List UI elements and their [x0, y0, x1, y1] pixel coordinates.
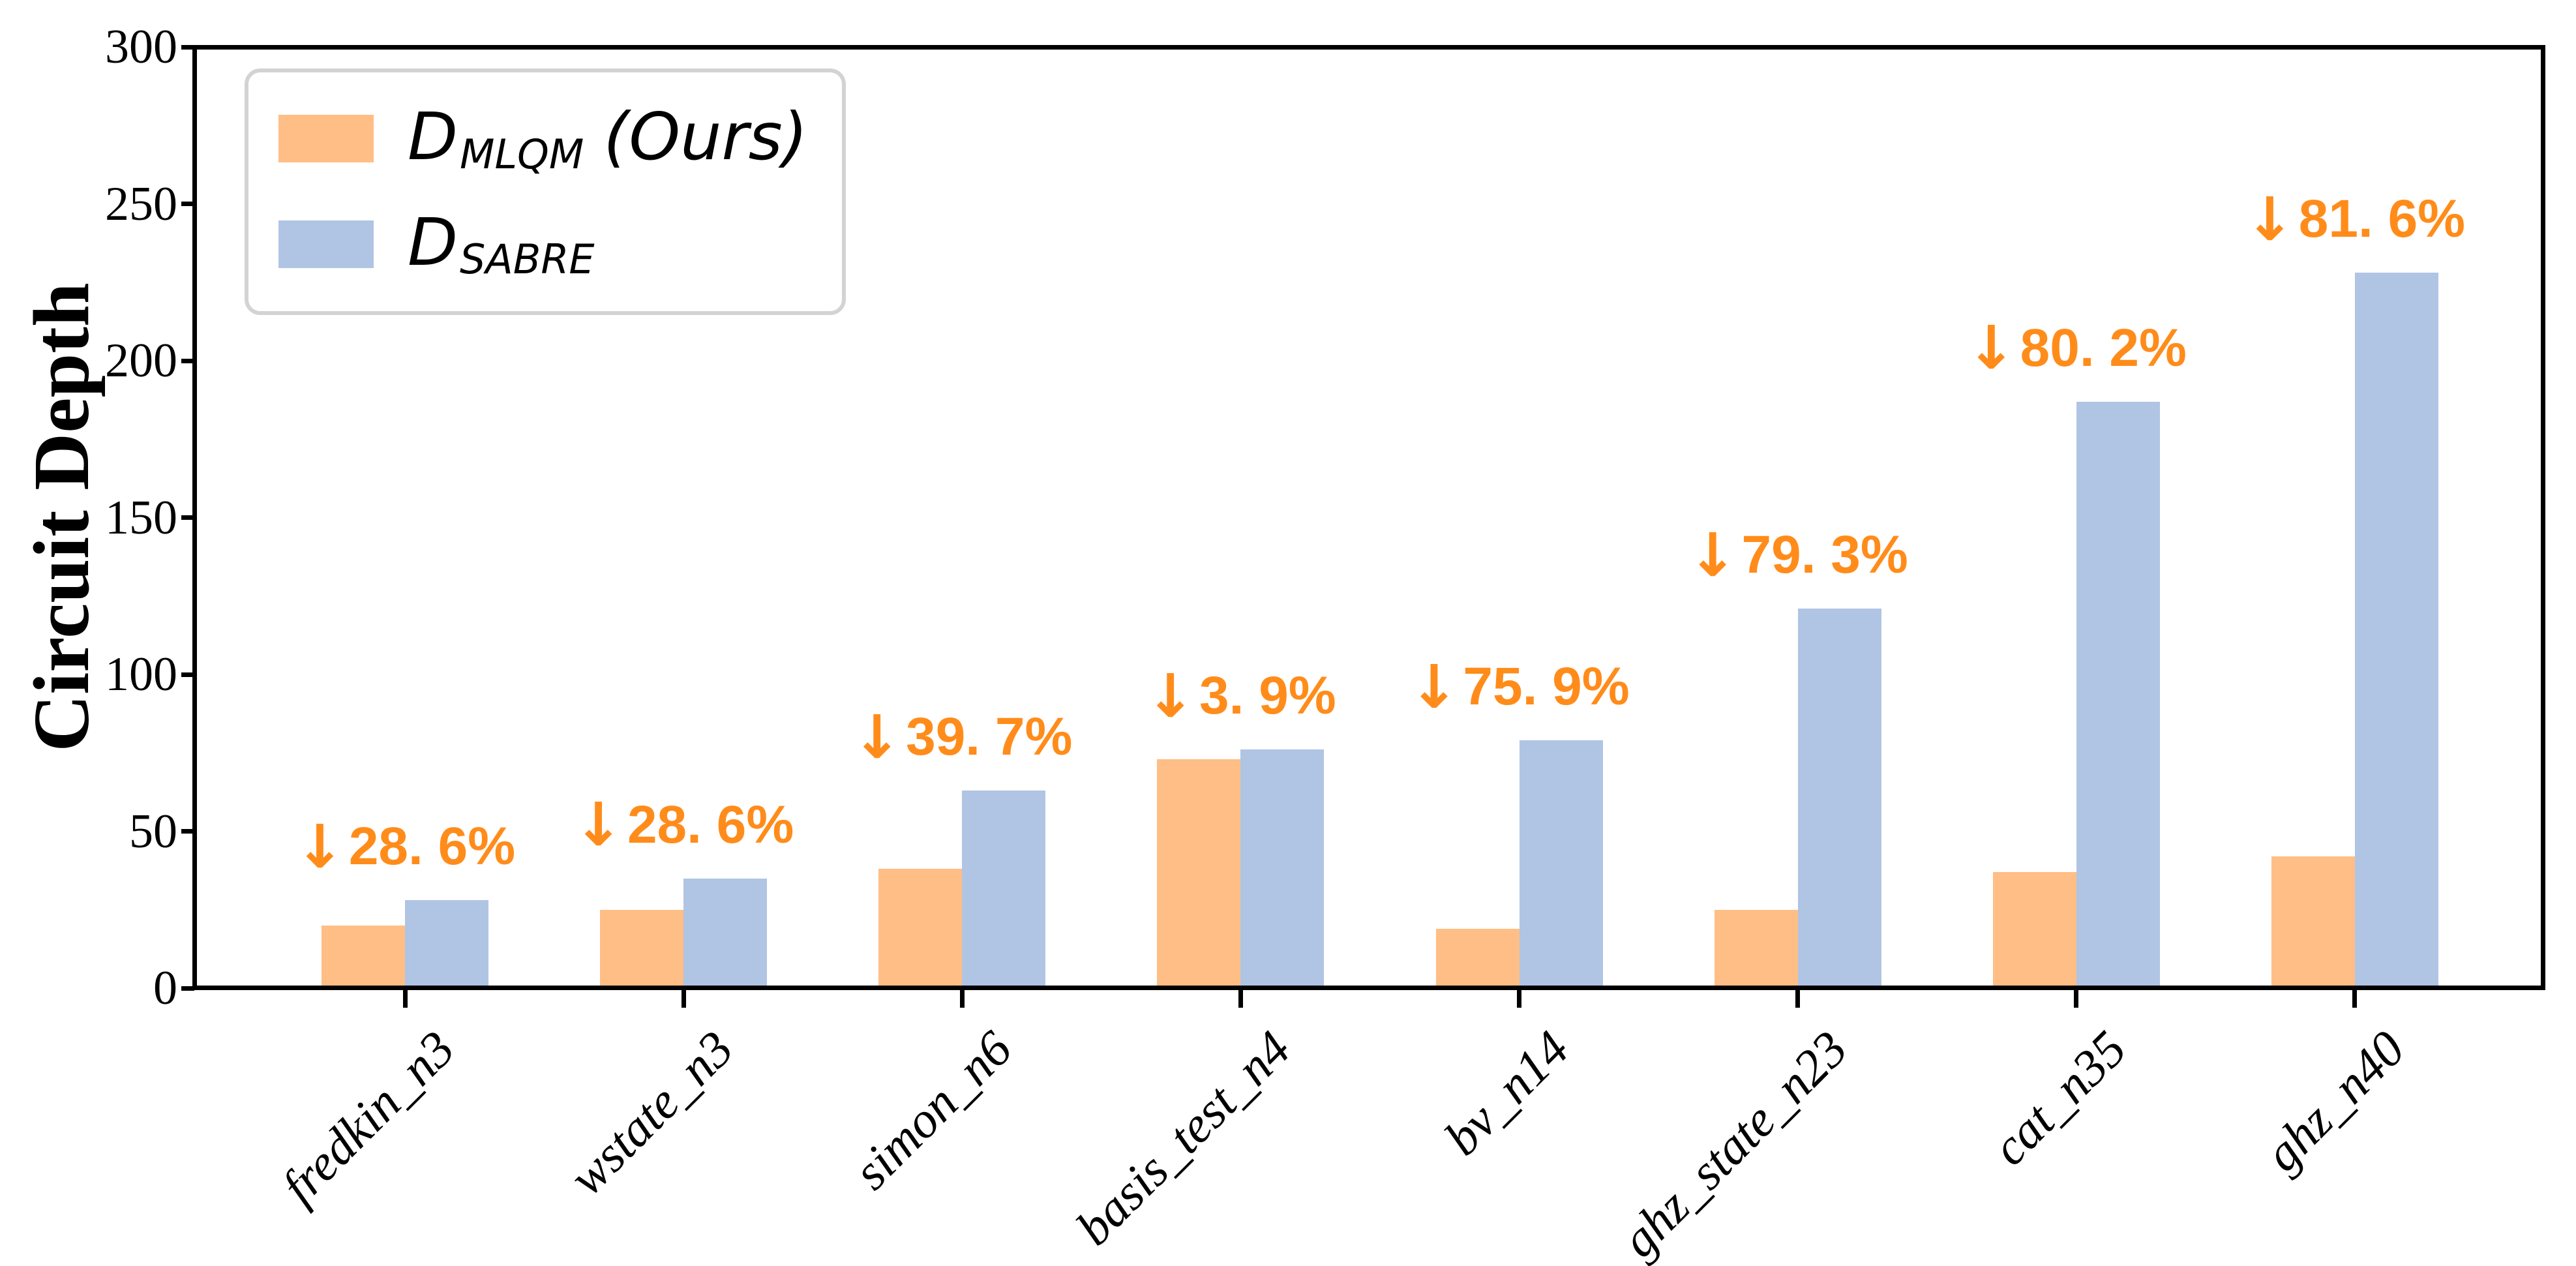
legend-swatch-sabre-icon: [278, 220, 374, 269]
x-tick: [959, 990, 965, 1008]
x-tick: [2074, 990, 2079, 1008]
x-tick: [1795, 990, 1801, 1008]
x-tick-label-ghz_state_n23: ghz_state_n23: [1610, 1019, 1858, 1266]
y-tick-label: 0: [153, 961, 177, 1015]
legend-sabre-subscript: SABRE: [460, 235, 595, 284]
y-tick-label: 250: [105, 177, 177, 231]
legend-mlqm-subscript: MLQM: [460, 130, 584, 178]
legend-item-sabre: DSABRE: [278, 203, 808, 284]
legend-mlqm-base: D: [408, 98, 458, 175]
legend-item-mlqm: DMLQM (Ours): [278, 101, 808, 177]
x-tick: [681, 990, 686, 1008]
x-tick: [1238, 990, 1243, 1008]
y-tick-label: 300: [105, 20, 177, 74]
plot-area: [192, 45, 2545, 990]
legend-label-mlqm: DMLQM (Ours): [408, 101, 808, 177]
legend-sabre-base: D: [408, 203, 458, 280]
x-tick-label-fredkin_n3: fredkin_n3: [270, 1019, 466, 1215]
legend-swatch-mlqm-icon: [278, 115, 374, 163]
legend: DMLQM (Ours) DSABRE: [245, 68, 846, 315]
x-tick-label-cat_n35: cat_n35: [1980, 1019, 2137, 1176]
y-axis-title: Circuit Depth: [18, 282, 106, 752]
x-tick: [2352, 990, 2358, 1008]
x-tick-label-ghz_n40: ghz_n40: [2253, 1019, 2416, 1183]
x-tick-label-wstate_n3: wstate_n3: [558, 1019, 744, 1206]
x-tick: [402, 990, 408, 1008]
x-tick-label-basis_test_n4: basis_test_n4: [1064, 1019, 1301, 1256]
x-tick: [1517, 990, 1522, 1008]
legend-mlqm-suffix: (Ours): [603, 98, 808, 175]
legend-label-sabre: DSABRE: [408, 203, 614, 284]
y-tick-label: 50: [129, 804, 177, 858]
x-tick-label-simon_n6: simon_n6: [842, 1019, 1023, 1200]
x-tick-label-bv_n14: bv_n14: [1433, 1019, 1580, 1166]
